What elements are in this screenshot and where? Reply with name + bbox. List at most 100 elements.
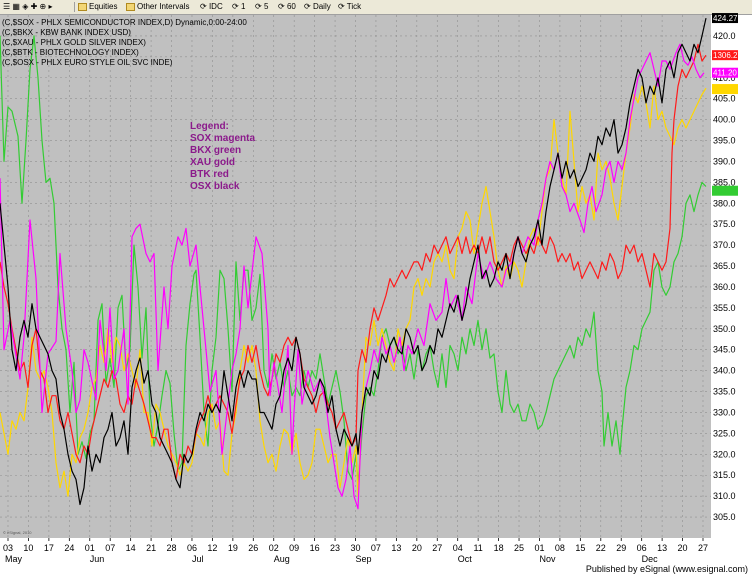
x-tick-label: 24 [64, 543, 74, 553]
chart-icon: ⟳ [232, 2, 239, 11]
x-tick-label: 06 [187, 543, 197, 553]
interval-5-button[interactable]: ⟳ 5 [255, 2, 269, 11]
legend-entry: SOX magenta [190, 133, 255, 144]
month-label: Jul [192, 554, 204, 564]
toolbar-separator [74, 2, 75, 12]
y-tick-label: 375.0 [713, 219, 736, 229]
month-label: Nov [539, 554, 556, 564]
arrow-icon[interactable]: ▸ [48, 2, 53, 11]
x-tick-label: 07 [371, 543, 381, 553]
x-tick-label: 25 [514, 543, 524, 553]
x-tick-label: 02 [269, 543, 279, 553]
crosshair-icon[interactable]: ✚ [30, 2, 38, 11]
y-tick-label: 380.0 [713, 198, 736, 208]
x-tick-label: 13 [657, 543, 667, 553]
chart-headers: (C,$SOX - PHLX SEMICONDUCTOR INDEX,D) Dy… [2, 18, 247, 67]
list-icon[interactable]: ☰ [3, 2, 11, 11]
x-tick-label: 21 [146, 543, 156, 553]
y-tick-label: 325.0 [713, 428, 736, 438]
series-line-xau [0, 85, 707, 497]
y-tick-label: 395.0 [713, 136, 736, 146]
interval-daily-button[interactable]: ⟳ Daily [304, 2, 331, 11]
last-value-tag: 1306.2753 [713, 51, 751, 60]
y-tick-label: 400.0 [713, 115, 736, 125]
y-tick-label: 350.0 [713, 324, 736, 334]
y-tick-label: 310.0 [713, 491, 736, 501]
x-tick-label: 26 [248, 543, 258, 553]
legend-title: Legend: [190, 121, 229, 132]
zoom-icon[interactable]: ⊕ [39, 2, 47, 11]
interval-tick-button[interactable]: ⟳ Tick [338, 2, 362, 11]
y-tick-label: 345.0 [713, 345, 736, 355]
y-tick-label: 390.0 [713, 156, 736, 166]
x-tick-label: 27 [698, 543, 708, 553]
x-tick-label: 07 [105, 543, 115, 553]
y-tick-label: 340.0 [713, 366, 736, 376]
x-tick-label: 30 [350, 543, 360, 553]
x-tick-label: 15 [575, 543, 585, 553]
idc-button[interactable]: ⟳ IDC [200, 2, 223, 11]
x-tick-label: 01 [85, 543, 95, 553]
x-tick-label: 12 [207, 543, 217, 553]
x-tick-label: 20 [678, 543, 688, 553]
chart-icon: ⟳ [255, 2, 262, 11]
x-tick-label: 27 [432, 543, 442, 553]
x-tick-label: 11 [473, 543, 482, 553]
x-tick-label: 06 [637, 543, 647, 553]
other-intervals-menu[interactable]: Other Intervals [126, 1, 189, 13]
chart-icon: ⟳ [304, 2, 311, 11]
x-tick-label: 03 [3, 543, 13, 553]
x-tick-label: 19 [228, 543, 238, 553]
x-tick-label: 10 [23, 543, 33, 553]
interval-60-button[interactable]: ⟳ 60 [278, 2, 296, 11]
x-tick-label: 01 [534, 543, 544, 553]
last-value-tags: 424.27 1306.2753 411.20 408.?? 383.?? [712, 13, 751, 196]
legend-entry: BKX green [190, 145, 241, 156]
y-tick-label: 320.0 [713, 449, 736, 459]
series-lines [0, 17, 707, 510]
legend-entry: OSX black [190, 181, 240, 192]
equities-menu[interactable]: Equities [78, 1, 117, 13]
month-label: Oct [458, 554, 473, 564]
x-tick-label: 18 [494, 543, 504, 553]
y-tick-label: 305.0 [713, 512, 736, 522]
y-tick-label: 360.0 [713, 282, 736, 292]
x-tick-label: 20 [412, 543, 422, 553]
interval-1-button[interactable]: ⟳ 1 [232, 2, 246, 11]
x-tick-label: 08 [555, 543, 565, 553]
y-tick-label: 420.0 [713, 31, 736, 41]
series-header-1: (C,$BKX - KBW BANK INDEX USD) [2, 28, 131, 37]
watermark: © eSignal, 2010 [3, 530, 32, 535]
color-icon[interactable]: ◈ [22, 2, 29, 11]
y-tick-label: 330.0 [713, 407, 736, 417]
last-value-tag: 408.?? [713, 85, 738, 94]
y-tick-label: 370.0 [713, 240, 736, 250]
folder-icon [126, 2, 135, 11]
last-value-tag-bg [712, 67, 738, 78]
series-line-bkx [0, 35, 707, 485]
last-value-tag: 383.?? [713, 187, 738, 196]
x-tick-label: 09 [289, 543, 299, 553]
legend-entry: XAU gold [190, 157, 235, 168]
series-header-3: (C,$BTK - BIOTECHNOLOGY INDEX) [2, 48, 139, 57]
grid-icon[interactable]: ▦ [12, 2, 20, 11]
x-tick-label: 29 [616, 543, 626, 553]
last-value-tag: 424.27 [713, 14, 738, 23]
x-tick-label: 17 [44, 543, 54, 553]
price-axis[interactable] [711, 15, 752, 538]
y-tick-label: 335.0 [713, 387, 736, 397]
footer: Published by eSignal (www.esignal.com) [0, 564, 752, 576]
x-tick-label: 14 [126, 543, 136, 553]
folder-icon [78, 2, 87, 11]
chart-icon: ⟳ [278, 2, 285, 11]
footer-text: Published by eSignal (www.esignal.com) [585, 564, 748, 574]
y-tick-label: 385.0 [713, 177, 736, 187]
date-axis[interactable] [0, 538, 752, 564]
x-tick-labels: 03 10 17 24 01 07 14 21 28 06 12 19 26 02 09 16 23 30 07 13… [3, 538, 708, 564]
y-tick-labels: 305.0 310.0 315.0 320.0 325.0 330.0 335.0 340.0… [713, 31, 736, 522]
legend-entry: BTK red [190, 169, 229, 180]
y-tick-label: 355.0 [713, 303, 736, 313]
toolbar-glyphs[interactable]: ☰ ▦ ◈ ✚ ⊕ ▸ [3, 1, 52, 13]
